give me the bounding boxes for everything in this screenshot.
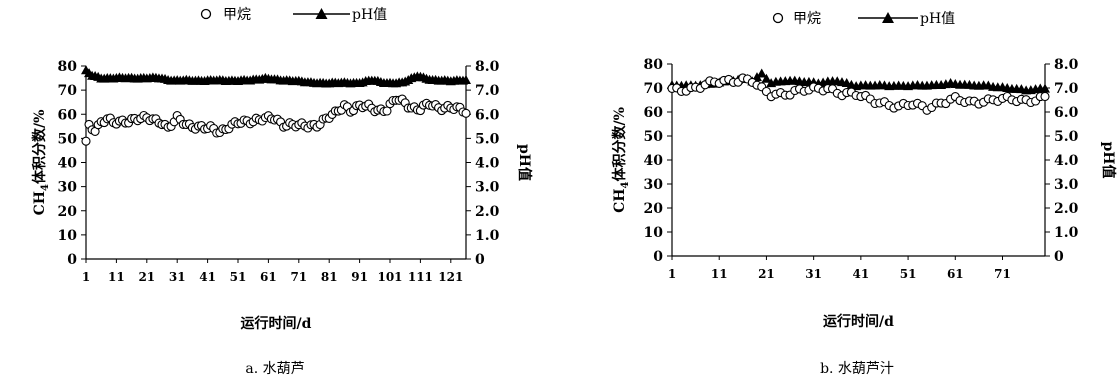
y-left-tick-label: 0	[653, 249, 663, 265]
y-left-tick-label: 10	[644, 225, 664, 241]
y-left-tick-label: 0	[67, 252, 77, 268]
y-left-tick-label: 10	[58, 228, 78, 244]
y-left-tick-label: 40	[644, 153, 664, 169]
chart-caption: a. 水葫芦	[245, 361, 304, 377]
y-left-tick-label: 30	[644, 177, 664, 193]
y-right-tick-label: 1.0	[475, 228, 500, 244]
x-tick-label: 121	[438, 270, 463, 284]
x-tick-label: 31	[805, 267, 822, 281]
y-right-tick-label: 6.0	[475, 107, 500, 123]
x-axis-label: 运行时间/d	[241, 315, 312, 332]
y-left-tick-label: 80	[58, 59, 78, 75]
y-right-tick-label: 5.0	[475, 131, 500, 147]
y-left-axis-label: CH4体积分数/%	[611, 107, 631, 213]
legend-methane-marker	[772, 12, 784, 24]
y-right-tick-label: 6.0	[1054, 105, 1079, 121]
y-left-tick-label: 20	[644, 201, 664, 217]
y-left-axis-label: CH4体积分数/%	[31, 110, 51, 216]
x-tick-label: 11	[711, 267, 728, 281]
y-left-label-subscript: 4	[620, 182, 631, 189]
legend-ph-marker	[882, 12, 894, 23]
ph-point	[756, 68, 767, 78]
y-right-axis-label: pH值	[1100, 141, 1117, 178]
y-right-axis-label: pH值	[516, 144, 533, 181]
x-tick-label: 91	[351, 270, 368, 284]
legend-methane-marker	[200, 8, 212, 20]
y-left-tick-label: 70	[644, 81, 664, 97]
x-tick-label: 41	[853, 267, 870, 281]
y-left-label-prefix: CH	[32, 191, 48, 215]
y-right-tick-label: 5.0	[1054, 129, 1079, 145]
methane-point	[1040, 91, 1050, 102]
y-right-tick-label: 2.0	[1054, 201, 1079, 217]
y-left-tick-label: 50	[58, 131, 78, 147]
y-left-tick-label: 80	[644, 57, 664, 73]
y-right-tick-label: 0	[1054, 249, 1064, 265]
ph-point	[1040, 83, 1050, 93]
y-right-tick-label: 7.0	[1054, 81, 1079, 97]
y-right-tick-label: 8.0	[475, 59, 500, 75]
x-tick-label: 1	[82, 270, 90, 284]
y-right-tick-label: 0	[475, 252, 485, 268]
legend-ph-label: pH值	[920, 11, 955, 27]
y-right-tick-label: 1.0	[1054, 225, 1079, 241]
x-tick-label: 11	[108, 270, 125, 284]
methane-point	[81, 136, 91, 146]
y-left-label-prefix: CH	[612, 189, 628, 213]
y-left-tick-label: 50	[644, 129, 664, 145]
x-tick-label: 1	[668, 267, 676, 281]
y-right-tick-label: 4.0	[1054, 153, 1079, 169]
x-tick-label: 51	[230, 270, 247, 284]
y-right-tick-label: 2.0	[475, 204, 500, 220]
x-tick-label: 51	[900, 267, 917, 281]
y-left-tick-label: 40	[58, 156, 78, 172]
chart-b: 0 10 20 30 40 50 60 70 80 0 1.0 2.0 3.0 4.0 5.0 6.0 7.0 8…	[611, 11, 1117, 377]
legend-methane-label: 甲烷	[793, 11, 821, 27]
y-left-tick-label: 20	[58, 204, 78, 220]
legend-ph-marker	[315, 8, 328, 19]
y-left-label-suffix: 体积分数/%	[611, 107, 628, 181]
y-left-tick-label: 30	[58, 180, 78, 196]
legend-ph-label: pH值	[352, 7, 387, 23]
x-tick-label: 21	[138, 270, 155, 284]
x-tick-label: 71	[290, 270, 307, 284]
x-tick-label: 61	[947, 267, 964, 281]
y-left-tick-label: 60	[58, 107, 78, 123]
y-left-tick-label: 60	[644, 105, 664, 121]
y-left-label-suffix: 体积分数/%	[31, 110, 48, 184]
y-right-tick-label: 8.0	[1054, 57, 1079, 73]
x-tick-label: 41	[199, 270, 216, 284]
x-tick-label: 31	[169, 270, 186, 284]
legend-methane-label: 甲烷	[223, 7, 251, 23]
x-tick-label: 101	[377, 270, 402, 284]
x-tick-label: 21	[758, 267, 775, 281]
chart-a: 0 10 20 30 40 50 60 70 80 0 1.0 2.0 3.0 4.0 5.0 6.0 7.0 8…	[31, 7, 533, 377]
y-right-tick-label: 3.0	[475, 180, 500, 196]
ph-point	[461, 74, 471, 84]
x-axis-label: 运行时间/d	[823, 313, 894, 330]
y-left-tick-label: 70	[58, 83, 78, 99]
ph-point	[761, 73, 772, 83]
y-right-tick-label: 3.0	[1054, 177, 1079, 193]
x-tick-label: 61	[260, 270, 277, 284]
y-right-tick-label: 4.0	[475, 156, 500, 172]
y-right-tick-label: 7.0	[475, 83, 500, 99]
x-tick-label: 111	[408, 270, 433, 284]
methane-point	[461, 108, 471, 118]
chart-caption: b. 水葫芦汁	[820, 361, 894, 377]
x-tick-label: 81	[321, 270, 338, 284]
x-tick-label: 71	[994, 267, 1011, 281]
y-left-label-subscript: 4	[40, 184, 51, 191]
